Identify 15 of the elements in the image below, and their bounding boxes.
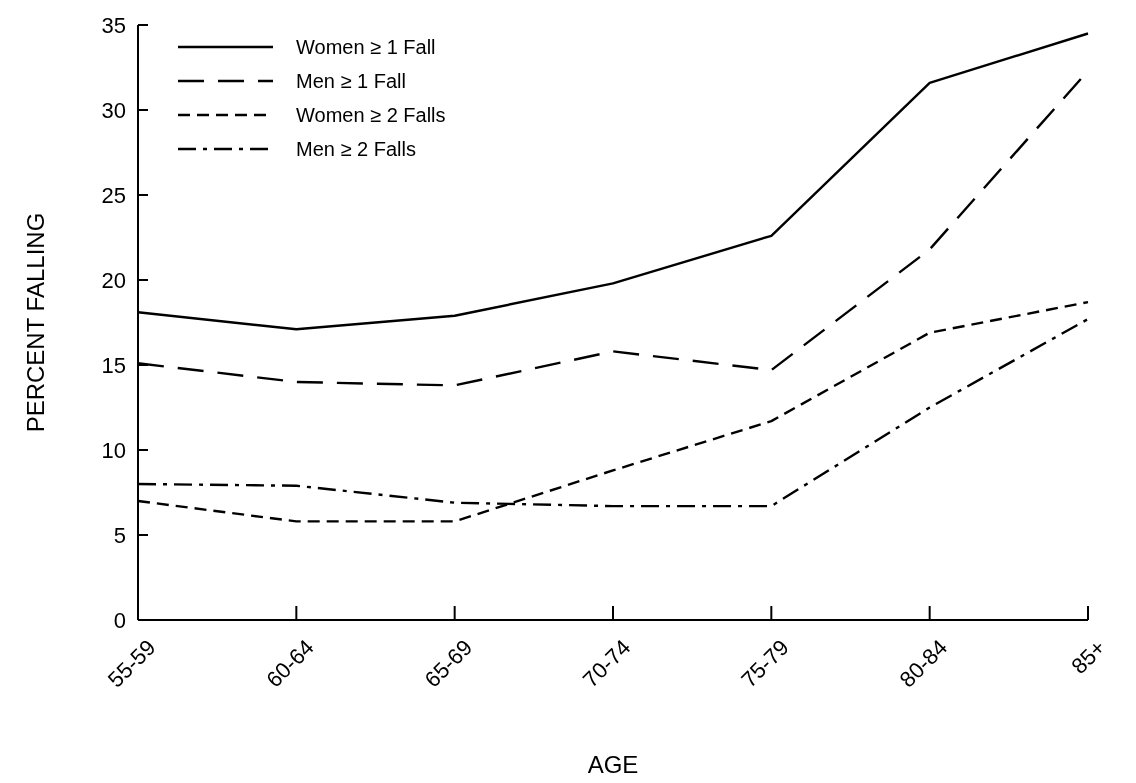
y-tick-label: 5: [113, 522, 126, 548]
y-axis-title: PERCENT FALLING: [22, 212, 49, 433]
x-tick-label: 85+: [1066, 634, 1111, 679]
y-tick-label: 25: [101, 182, 126, 208]
legend-label: Women ≥ 2 Falls: [296, 104, 446, 126]
y-tick-label: 15: [101, 352, 126, 378]
y-tick-label: 10: [101, 437, 126, 463]
y-tick-label: 35: [101, 12, 126, 38]
x-axis-title: AGE: [587, 751, 639, 778]
legend-label: Women ≥ 1 Fall: [296, 36, 436, 58]
legend-label: Men ≥ 1 Fall: [296, 70, 406, 92]
y-tick-label: 0: [113, 607, 126, 633]
y-tick-label: 20: [101, 267, 126, 293]
legend-label: Men ≥ 2 Falls: [296, 138, 416, 160]
y-tick-label: 30: [101, 97, 126, 123]
